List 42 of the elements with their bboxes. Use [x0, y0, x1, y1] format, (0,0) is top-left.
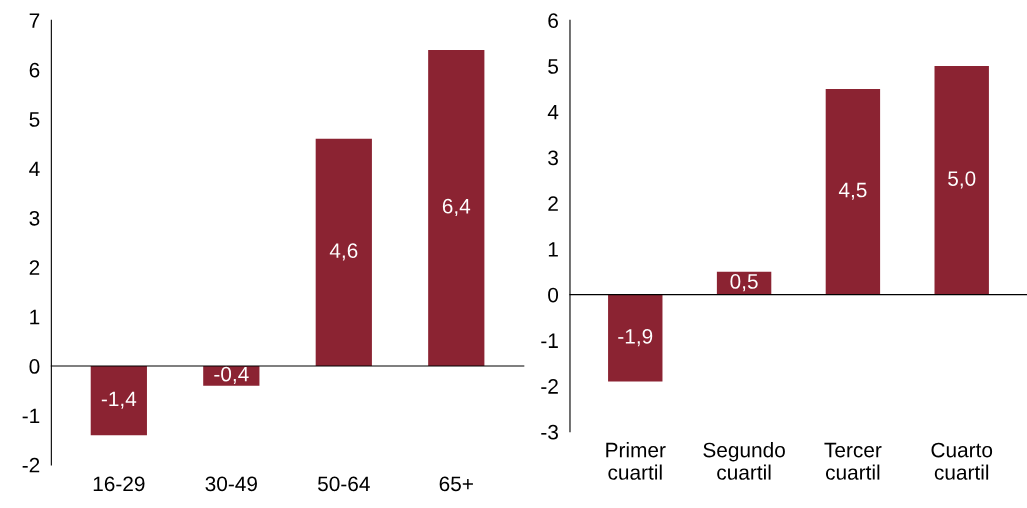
bar	[825, 88, 881, 295]
y-tick-label: 1	[548, 242, 558, 257]
bar	[315, 138, 372, 367]
data-label: 4,6	[329, 243, 358, 261]
y-tick-label: -1	[541, 333, 558, 348]
data-label: 6,4	[442, 198, 471, 217]
x-tick-label: Segundo cuartil	[703, 442, 785, 480]
y-tick-label: 0	[29, 359, 40, 374]
y-tick-label: 3	[548, 150, 558, 166]
y-tick-label: 0	[548, 287, 559, 303]
y-tick-label: -2	[22, 457, 40, 473]
y-tick-label: -1	[22, 408, 40, 423]
y-tick-label: 2	[548, 196, 558, 211]
bar	[428, 49, 485, 367]
y-tick-label: 6	[548, 13, 558, 29]
data-label: -1,4	[101, 391, 137, 409]
y-tick-label: 2	[29, 260, 40, 275]
data-label: -1,9	[618, 328, 653, 347]
x-tick-label: 65+	[439, 476, 473, 492]
data-label: 0,5	[730, 274, 758, 292]
x-tick-label: 30-49	[205, 476, 257, 492]
y-tick-label: -2	[541, 379, 558, 394]
bar	[934, 66, 989, 295]
y-tick-label: 4	[547, 104, 559, 120]
y-tick-label: 6	[29, 62, 40, 78]
x-tick-label: Cuarto cuartil	[931, 442, 993, 480]
y-tick-label: 7	[29, 13, 40, 28]
y-tick-label: -3	[541, 424, 558, 440]
data-label: 5,0	[948, 171, 976, 189]
y-tick-label: 3	[29, 210, 40, 226]
bar	[90, 366, 147, 436]
x-tick-label: Primer cuartil	[606, 442, 666, 480]
y-tick-label: 5	[29, 112, 40, 127]
bar	[608, 294, 663, 382]
y-tick-label: 4	[29, 161, 40, 177]
data-label: 4,5	[838, 182, 867, 200]
x-tick-label: 50-64	[317, 476, 370, 492]
y-tick-label: 1	[30, 309, 40, 325]
x-tick-label: 16-29	[93, 476, 145, 492]
x-tick-label: Tercer cuartil	[824, 442, 882, 480]
y-tick-label: 5	[548, 59, 558, 74]
data-label: -0,4	[214, 366, 249, 384]
